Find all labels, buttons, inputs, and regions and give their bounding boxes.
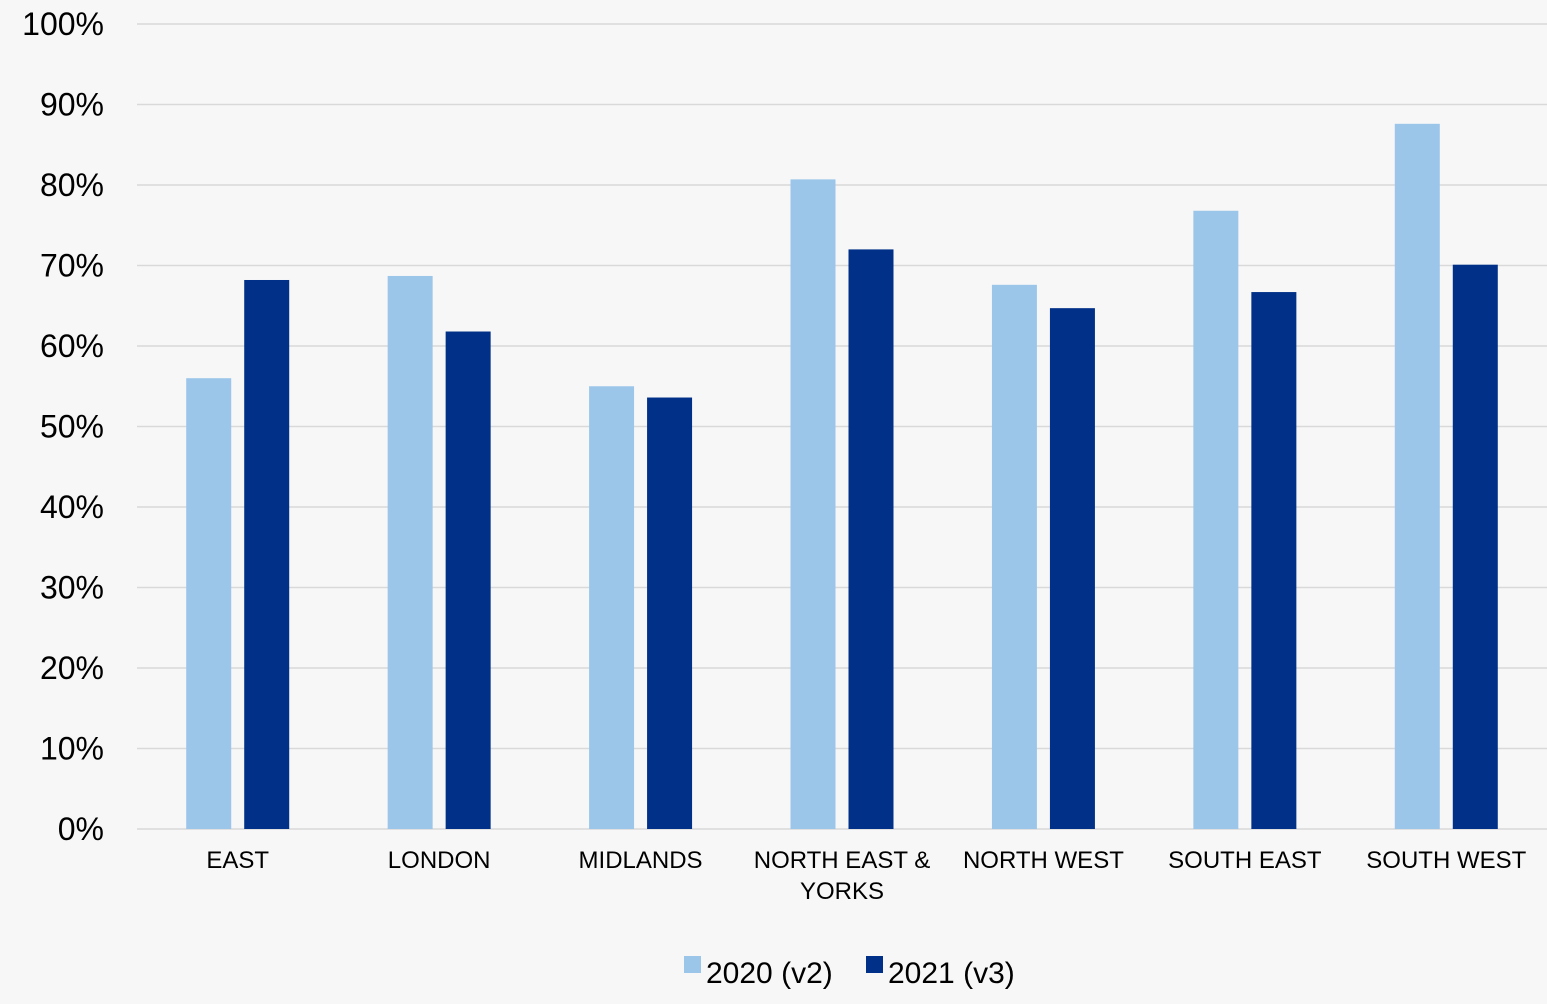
bar-series-1 bbox=[991, 284, 1037, 829]
bar-series-1 bbox=[589, 386, 635, 829]
y-tick-label: 10% bbox=[40, 731, 104, 767]
x-tick-label: NORTH EAST & YORKS bbox=[754, 847, 930, 905]
legend: 2020 (v2) 2021 (v3) bbox=[684, 956, 1015, 990]
bar-series-1 bbox=[387, 275, 433, 830]
y-tick-label: 30% bbox=[40, 570, 104, 606]
y-tick-label: 70% bbox=[40, 248, 104, 284]
bar-series-2 bbox=[445, 331, 491, 829]
y-tick-label: 50% bbox=[40, 409, 104, 445]
bar-series-2 bbox=[1251, 292, 1297, 829]
bar-series-1 bbox=[790, 179, 836, 830]
x-tick-label: EAST bbox=[206, 847, 269, 874]
legend-swatch bbox=[866, 956, 883, 973]
legend-swatch bbox=[684, 956, 701, 973]
y-tick-label: 80% bbox=[40, 167, 104, 203]
x-tick-label: SOUTH EAST bbox=[1168, 847, 1322, 874]
legend-label: 2020 (v2) bbox=[706, 957, 833, 990]
x-tick-label: NORTH WEST bbox=[963, 847, 1124, 874]
x-axis-ticks: EAST LONDON MIDLANDS NORTH EAST & YORKS NORTH… bbox=[206, 847, 1526, 905]
gridlines bbox=[137, 23, 1547, 830]
y-tick-label: 90% bbox=[40, 87, 104, 123]
bar-series-2 bbox=[1452, 264, 1498, 829]
x-tick-label: LONDON bbox=[388, 847, 491, 874]
y-tick-label: 40% bbox=[40, 489, 104, 525]
x-tick-label: SOUTH WEST bbox=[1366, 847, 1526, 874]
bar-series-1 bbox=[1193, 210, 1239, 829]
bar-series-1 bbox=[186, 378, 232, 829]
bar-series-1 bbox=[1394, 123, 1440, 829]
x-tick-label: MIDLANDS bbox=[579, 847, 703, 874]
bars bbox=[186, 123, 1498, 830]
bar-series-2 bbox=[848, 249, 894, 829]
legend-label: 2021 (v3) bbox=[888, 957, 1015, 990]
bar-series-2 bbox=[1049, 308, 1095, 829]
bar-series-2 bbox=[647, 397, 693, 829]
y-tick-label: 100% bbox=[22, 6, 104, 42]
y-axis-ticks: 0% 10% 20% 30% 40% 50% 60% 70% 80% 90% 100% bbox=[22, 6, 104, 847]
y-tick-label: 20% bbox=[40, 650, 104, 686]
y-tick-label: 0% bbox=[58, 811, 104, 847]
bar-series-2 bbox=[244, 279, 290, 829]
y-tick-label: 60% bbox=[40, 328, 104, 364]
